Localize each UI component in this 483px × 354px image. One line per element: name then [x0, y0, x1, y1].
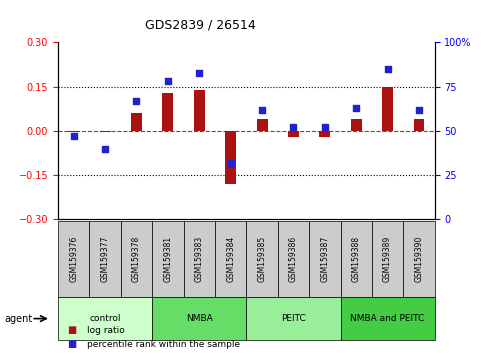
Bar	[319, 131, 330, 137]
Point	[164, 79, 172, 84]
Text: GSM159388: GSM159388	[352, 236, 361, 282]
Point	[290, 125, 298, 130]
Bar	[382, 87, 393, 131]
Text: GSM159390: GSM159390	[414, 236, 424, 282]
Bar	[131, 113, 142, 131]
Bar	[194, 90, 205, 131]
Text: GSM159383: GSM159383	[195, 236, 204, 282]
Text: GSM159381: GSM159381	[163, 236, 172, 282]
Point	[101, 146, 109, 152]
Bar	[225, 131, 236, 184]
Text: GSM159378: GSM159378	[132, 236, 141, 282]
Point	[384, 66, 392, 72]
Point	[415, 107, 423, 113]
Point	[133, 98, 141, 104]
Text: GSM159389: GSM159389	[383, 236, 392, 282]
Text: GSM159387: GSM159387	[320, 236, 329, 282]
Text: PEITC: PEITC	[281, 314, 306, 323]
Bar	[68, 131, 79, 132]
Text: log ratio: log ratio	[87, 326, 125, 335]
Point	[321, 125, 328, 130]
Text: GSM159376: GSM159376	[69, 236, 78, 282]
Text: agent: agent	[5, 314, 33, 324]
Bar	[288, 131, 299, 137]
Bar	[99, 131, 111, 132]
Point	[70, 133, 78, 139]
Point	[195, 70, 203, 75]
Text: GSM159386: GSM159386	[289, 236, 298, 282]
Text: control: control	[89, 314, 121, 323]
Bar	[413, 119, 425, 131]
Bar	[162, 93, 173, 131]
Text: GSM159384: GSM159384	[226, 236, 235, 282]
Bar	[256, 119, 268, 131]
Text: NMBA: NMBA	[186, 314, 213, 323]
Bar	[351, 119, 362, 131]
Text: ■: ■	[68, 339, 77, 349]
Text: NMBA and PEITC: NMBA and PEITC	[351, 314, 425, 323]
Text: GDS2839 / 26514: GDS2839 / 26514	[145, 18, 256, 31]
Text: ■: ■	[68, 325, 77, 335]
Point	[227, 160, 235, 166]
Point	[258, 107, 266, 113]
Text: GSM159377: GSM159377	[100, 236, 110, 282]
Text: GSM159385: GSM159385	[257, 236, 267, 282]
Point	[353, 105, 360, 111]
Text: percentile rank within the sample: percentile rank within the sample	[87, 340, 240, 349]
